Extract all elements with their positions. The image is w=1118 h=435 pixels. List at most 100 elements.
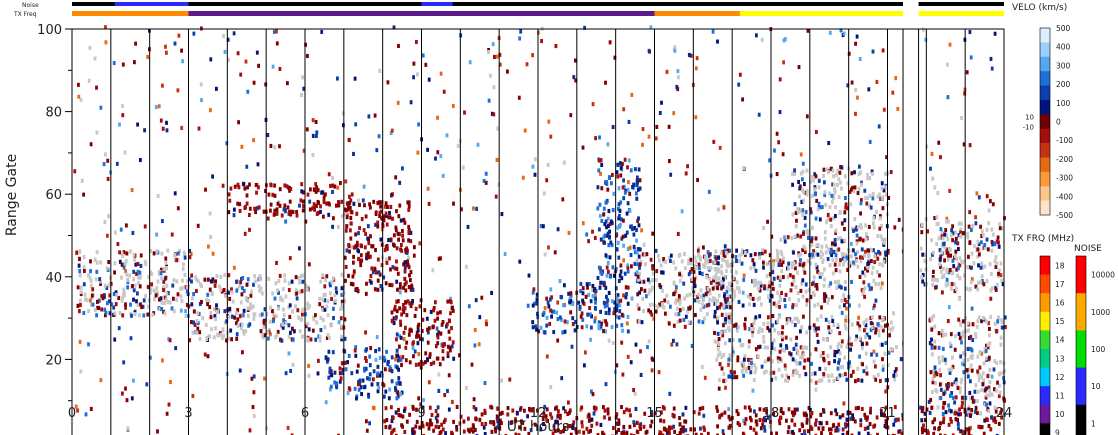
scatter-cell — [276, 329, 280, 334]
scatter-cell — [416, 324, 420, 329]
scatter-cell — [291, 309, 294, 314]
scatter-cell — [959, 230, 962, 235]
scatter-cell — [329, 291, 332, 296]
scatter-cell — [341, 302, 345, 307]
scatter-cell — [198, 330, 202, 335]
scatter-cell — [374, 349, 377, 354]
scatter-cell — [155, 232, 158, 237]
scatter-cell — [637, 216, 640, 221]
scatter-cell — [980, 240, 983, 245]
scatter-cell — [612, 426, 615, 431]
scatter-cell — [275, 41, 279, 46]
scatter-cell — [843, 227, 846, 232]
scatter-cell — [287, 323, 291, 328]
scatter-cell — [827, 169, 830, 174]
scatter-cell — [834, 231, 837, 236]
scatter-cell — [225, 319, 229, 324]
scatter-cell — [352, 269, 356, 274]
scatter-cell — [835, 248, 839, 253]
scatter-cell — [891, 433, 895, 435]
velocity-colorbar-swatch — [1040, 42, 1050, 58]
scatter-cell — [968, 143, 972, 148]
scatter-cell — [816, 242, 820, 247]
scatter-cell — [791, 264, 794, 269]
scatter-cell — [850, 342, 853, 347]
x-tick-label: 12 — [530, 406, 547, 421]
scatter-cell — [858, 336, 862, 341]
noise-colorbar-swatch — [1076, 367, 1086, 406]
scatter-cell — [268, 328, 271, 333]
noise-bar — [72, 2, 1004, 6]
scatter-cell — [796, 233, 799, 238]
scatter-cell — [779, 275, 782, 280]
scatter-cell — [804, 210, 808, 215]
scatter-cell — [834, 408, 837, 413]
scatter-cell — [533, 157, 537, 162]
scatter-cell — [128, 249, 132, 254]
scatter-cell — [395, 337, 398, 342]
scatter-cell — [288, 199, 292, 204]
scatter-cell — [871, 322, 874, 327]
scatter-cell — [664, 427, 668, 432]
scatter-cell — [131, 284, 134, 289]
scatter-cell — [834, 242, 837, 247]
scatter-cell — [671, 412, 675, 417]
scatter-cell — [559, 430, 563, 435]
scatter-cell — [823, 193, 827, 198]
scatter-cell — [161, 126, 165, 131]
scatter-cell — [828, 427, 831, 432]
scatter-cell — [866, 268, 869, 273]
scatter-cell — [315, 203, 318, 208]
scatter-cell — [758, 344, 762, 349]
scatter-cell — [771, 266, 775, 271]
scatter-cell — [987, 409, 991, 414]
scatter-cell — [613, 273, 616, 278]
scatter-cell — [294, 304, 297, 309]
scatter-cell — [792, 250, 795, 255]
scatter-cell — [402, 285, 405, 290]
velocity-tick-label: 500 — [1056, 24, 1071, 33]
scatter-cell — [870, 271, 874, 276]
scatter-cell — [607, 243, 611, 248]
scatter-cell — [211, 174, 214, 179]
scatter-cell — [667, 321, 671, 326]
scatter-cell — [797, 210, 800, 215]
scatter-cell — [658, 110, 662, 115]
scatter-cell — [622, 258, 625, 263]
scatter-cell — [857, 405, 860, 410]
scatter-cell — [441, 349, 445, 354]
scatter-cell — [647, 308, 651, 313]
scatter-cell — [122, 287, 126, 292]
scatter-cell — [726, 297, 729, 302]
scatter-cell — [552, 424, 556, 429]
scatter-cell — [325, 201, 328, 206]
scatter-cell — [977, 315, 981, 320]
scatter-cell — [341, 306, 345, 311]
scatter-cell — [693, 427, 696, 432]
scatter-cell — [725, 269, 728, 274]
scatter-cell — [610, 181, 613, 186]
scatter-cell — [883, 240, 886, 245]
scatter-cell — [126, 426, 130, 431]
scatter-cell — [962, 231, 965, 236]
scatter-cell — [780, 373, 784, 378]
scatter-cell — [790, 418, 794, 423]
scatter-cell — [88, 275, 92, 280]
scatter-cell — [300, 182, 304, 187]
scatter-cell — [134, 41, 137, 46]
scatter-cell — [823, 190, 827, 195]
scatter-cell — [215, 303, 218, 308]
scatter-cell — [397, 412, 401, 417]
scatter-cell — [866, 176, 870, 181]
scatter-cell — [363, 245, 367, 250]
scatter-cell — [322, 198, 326, 203]
scatter-cell — [999, 359, 1002, 364]
scatter-cell — [416, 72, 419, 77]
scatter-cell — [404, 248, 407, 253]
scatter-cell — [146, 284, 150, 289]
scatter-cell — [819, 412, 823, 417]
scatter-cell — [835, 426, 839, 431]
scatter-cell — [739, 343, 743, 348]
txfreq-colorbar-title: TX FRQ (MHz) — [1011, 234, 1074, 244]
scatter-cell — [405, 313, 409, 318]
